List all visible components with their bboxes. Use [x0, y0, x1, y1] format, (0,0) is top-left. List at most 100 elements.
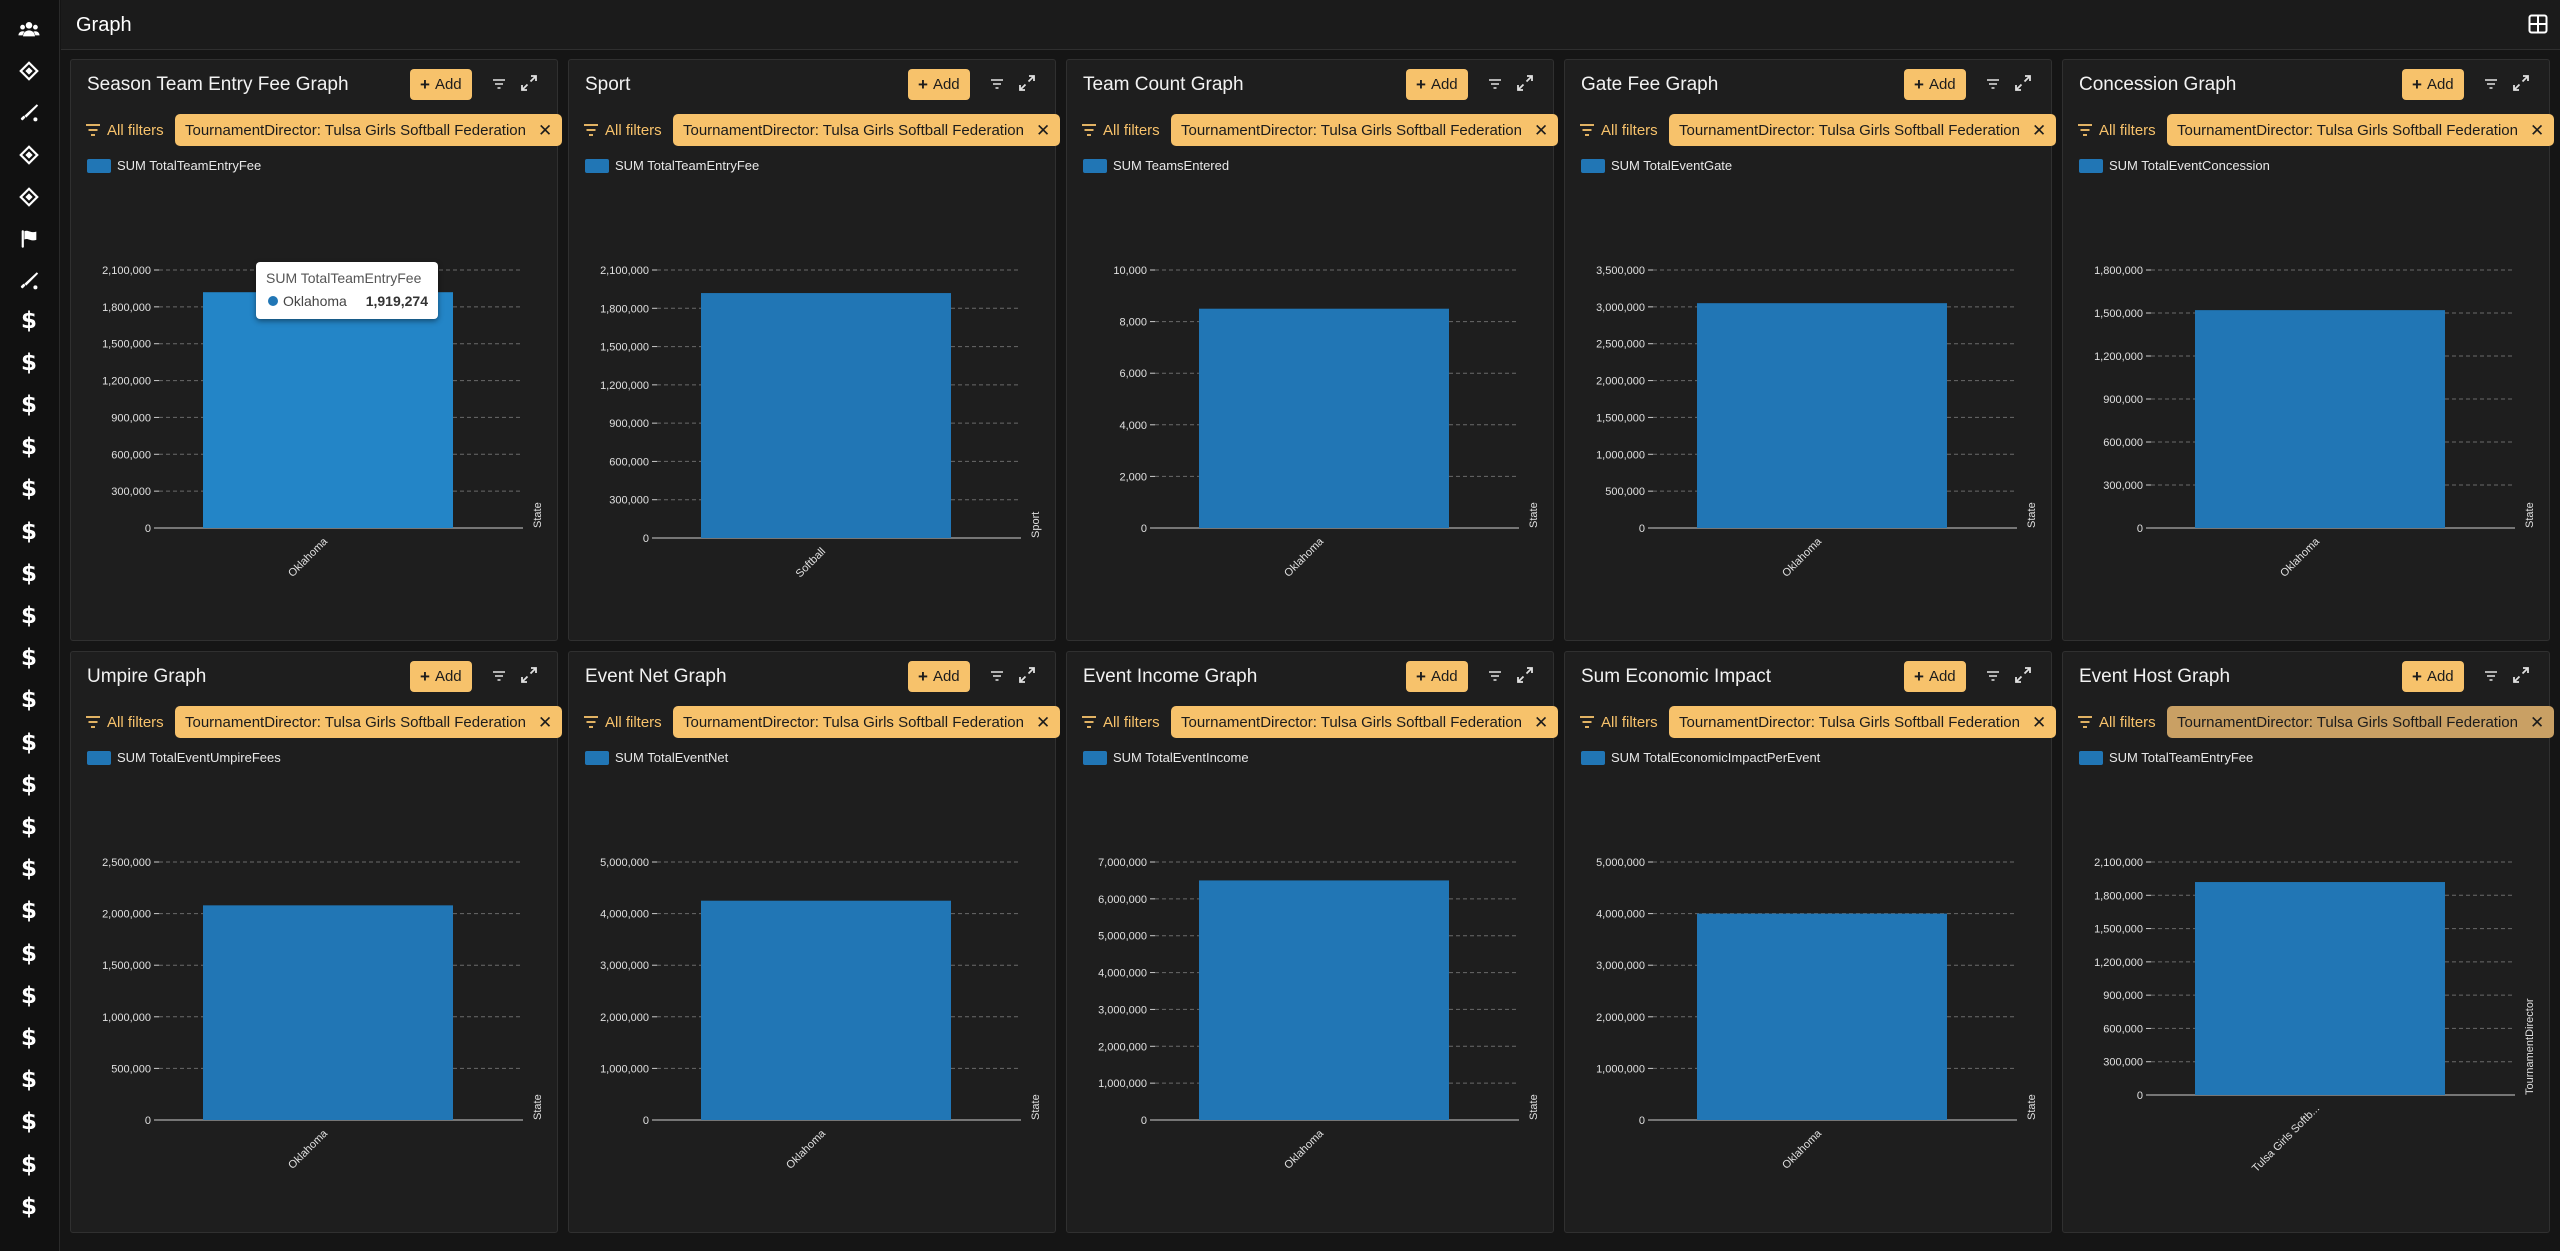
- bar[interactable]: [701, 900, 951, 1120]
- sidebar-item-dollar-icon-21[interactable]: $: [14, 897, 44, 927]
- bar[interactable]: [1697, 913, 1947, 1120]
- expand-icon[interactable]: [1516, 74, 1534, 92]
- all-filters-button[interactable]: All filters: [1081, 712, 1160, 732]
- expand-icon[interactable]: [1516, 666, 1534, 684]
- filter-chip[interactable]: TournamentDirector: Tulsa Girls Softball…: [175, 706, 563, 738]
- chart-legend[interactable]: SUM TotalTeamEntryFee: [87, 158, 261, 173]
- expand-icon[interactable]: [520, 74, 538, 92]
- expand-icon[interactable]: [2014, 666, 2032, 684]
- chart-legend[interactable]: SUM TotalTeamEntryFee: [585, 158, 759, 173]
- expand-icon[interactable]: [1018, 666, 1036, 684]
- all-filters-button[interactable]: All filters: [1579, 120, 1658, 140]
- sidebar-item-users-icon-0[interactable]: [14, 14, 44, 44]
- sidebar-item-dollar-icon-23[interactable]: $: [14, 981, 44, 1011]
- sidebar-item-dollar-icon-24[interactable]: $: [14, 1023, 44, 1053]
- add-button[interactable]: + Add: [1904, 661, 1966, 692]
- sidebar-item-dollar-icon-9[interactable]: $: [14, 390, 44, 420]
- close-icon[interactable]: ✕: [2031, 712, 2047, 732]
- chart-legend[interactable]: SUM TotalEventConcession: [2079, 158, 2270, 173]
- chart-legend[interactable]: SUM TeamsEntered: [1083, 158, 1229, 173]
- bar[interactable]: [701, 293, 951, 538]
- sidebar-item-diamond-icon-3[interactable]: [14, 140, 44, 170]
- add-button[interactable]: + Add: [1406, 69, 1468, 100]
- filter-icon[interactable]: [989, 76, 1005, 92]
- filter-chip[interactable]: TournamentDirector: Tulsa Girls Softball…: [2167, 114, 2555, 146]
- add-button[interactable]: + Add: [908, 661, 970, 692]
- sidebar-item-dollar-icon-18[interactable]: $: [14, 770, 44, 800]
- filter-icon[interactable]: [989, 668, 1005, 684]
- all-filters-button[interactable]: All filters: [2077, 712, 2156, 732]
- add-button[interactable]: + Add: [1904, 69, 1966, 100]
- sidebar-item-dollar-icon-7[interactable]: $: [14, 306, 44, 336]
- sidebar-item-bat-icon-6[interactable]: [14, 266, 44, 296]
- filter-chip[interactable]: TournamentDirector: Tulsa Girls Softball…: [1171, 114, 1559, 146]
- sidebar-item-dollar-icon-26[interactable]: $: [14, 1108, 44, 1138]
- all-filters-button[interactable]: All filters: [1579, 712, 1658, 732]
- bar[interactable]: [203, 905, 453, 1120]
- all-filters-button[interactable]: All filters: [85, 120, 164, 140]
- close-icon[interactable]: ✕: [1533, 712, 1549, 732]
- sidebar-item-diamond-icon-1[interactable]: [14, 56, 44, 86]
- sidebar-item-dollar-icon-15[interactable]: $: [14, 644, 44, 674]
- filter-icon[interactable]: [1985, 76, 2001, 92]
- sidebar-item-dollar-icon-27[interactable]: $: [14, 1150, 44, 1180]
- chart-legend[interactable]: SUM TotalEventUmpireFees: [87, 750, 281, 765]
- chart-legend[interactable]: SUM TotalTeamEntryFee: [2079, 750, 2253, 765]
- expand-icon[interactable]: [2014, 74, 2032, 92]
- filter-chip[interactable]: TournamentDirector: Tulsa Girls Softball…: [1669, 114, 2057, 146]
- sidebar-item-bat-icon-2[interactable]: [14, 98, 44, 128]
- sidebar-item-diamond-icon-4[interactable]: [14, 182, 44, 212]
- chart-legend[interactable]: SUM TotalEventNet: [585, 750, 728, 765]
- close-icon[interactable]: ✕: [2031, 120, 2047, 140]
- sidebar-item-dollar-icon-22[interactable]: $: [14, 939, 44, 969]
- sidebar-item-dollar-icon-10[interactable]: $: [14, 433, 44, 463]
- expand-icon[interactable]: [520, 666, 538, 684]
- close-icon[interactable]: ✕: [537, 712, 553, 732]
- sidebar-item-dollar-icon-12[interactable]: $: [14, 517, 44, 547]
- all-filters-button[interactable]: All filters: [1081, 120, 1160, 140]
- filter-icon[interactable]: [1487, 76, 1503, 92]
- sidebar-item-flag-icon-5[interactable]: [14, 224, 44, 254]
- all-filters-button[interactable]: All filters: [583, 712, 662, 732]
- add-button[interactable]: + Add: [1406, 661, 1468, 692]
- layout-grid-icon[interactable]: [2528, 14, 2548, 34]
- bar[interactable]: [1199, 880, 1449, 1120]
- close-icon[interactable]: ✕: [537, 120, 553, 140]
- expand-icon[interactable]: [1018, 74, 1036, 92]
- all-filters-button[interactable]: All filters: [85, 712, 164, 732]
- sidebar-item-dollar-icon-19[interactable]: $: [14, 812, 44, 842]
- bar[interactable]: [203, 292, 453, 528]
- sidebar-item-dollar-icon-14[interactable]: $: [14, 601, 44, 631]
- filter-icon[interactable]: [1487, 668, 1503, 684]
- add-button[interactable]: + Add: [2402, 69, 2464, 100]
- filter-chip[interactable]: TournamentDirector: Tulsa Girls Softball…: [175, 114, 563, 146]
- filter-chip[interactable]: TournamentDirector: Tulsa Girls Softball…: [1669, 706, 2057, 738]
- filter-icon[interactable]: [2483, 668, 2499, 684]
- sidebar-item-dollar-icon-11[interactable]: $: [14, 475, 44, 505]
- filter-chip[interactable]: TournamentDirector: Tulsa Girls Softball…: [2167, 706, 2555, 738]
- filter-icon[interactable]: [491, 668, 507, 684]
- bar[interactable]: [2195, 882, 2445, 1095]
- sidebar-item-dollar-icon-8[interactable]: $: [14, 348, 44, 378]
- add-button[interactable]: + Add: [908, 69, 970, 100]
- filter-icon[interactable]: [2483, 76, 2499, 92]
- filter-chip[interactable]: TournamentDirector: Tulsa Girls Softball…: [673, 114, 1061, 146]
- close-icon[interactable]: ✕: [1035, 120, 1051, 140]
- close-icon[interactable]: ✕: [1035, 712, 1051, 732]
- close-icon[interactable]: ✕: [1533, 120, 1549, 140]
- chart-legend[interactable]: SUM TotalEconomicImpactPerEvent: [1581, 750, 1820, 765]
- add-button[interactable]: + Add: [2402, 661, 2464, 692]
- sidebar-item-dollar-icon-28[interactable]: $: [14, 1192, 44, 1222]
- close-icon[interactable]: ✕: [2529, 712, 2545, 732]
- chart-legend[interactable]: SUM TotalEventIncome: [1083, 750, 1249, 765]
- close-icon[interactable]: ✕: [2529, 120, 2545, 140]
- chart-legend[interactable]: SUM TotalEventGate: [1581, 158, 1732, 173]
- sidebar-item-dollar-icon-13[interactable]: $: [14, 559, 44, 589]
- all-filters-button[interactable]: All filters: [2077, 120, 2156, 140]
- filter-chip[interactable]: TournamentDirector: Tulsa Girls Softball…: [673, 706, 1061, 738]
- bar[interactable]: [1697, 303, 1947, 528]
- bar[interactable]: [2195, 310, 2445, 528]
- filter-chip[interactable]: TournamentDirector: Tulsa Girls Softball…: [1171, 706, 1559, 738]
- sidebar-item-dollar-icon-20[interactable]: $: [14, 855, 44, 885]
- filter-icon[interactable]: [1985, 668, 2001, 684]
